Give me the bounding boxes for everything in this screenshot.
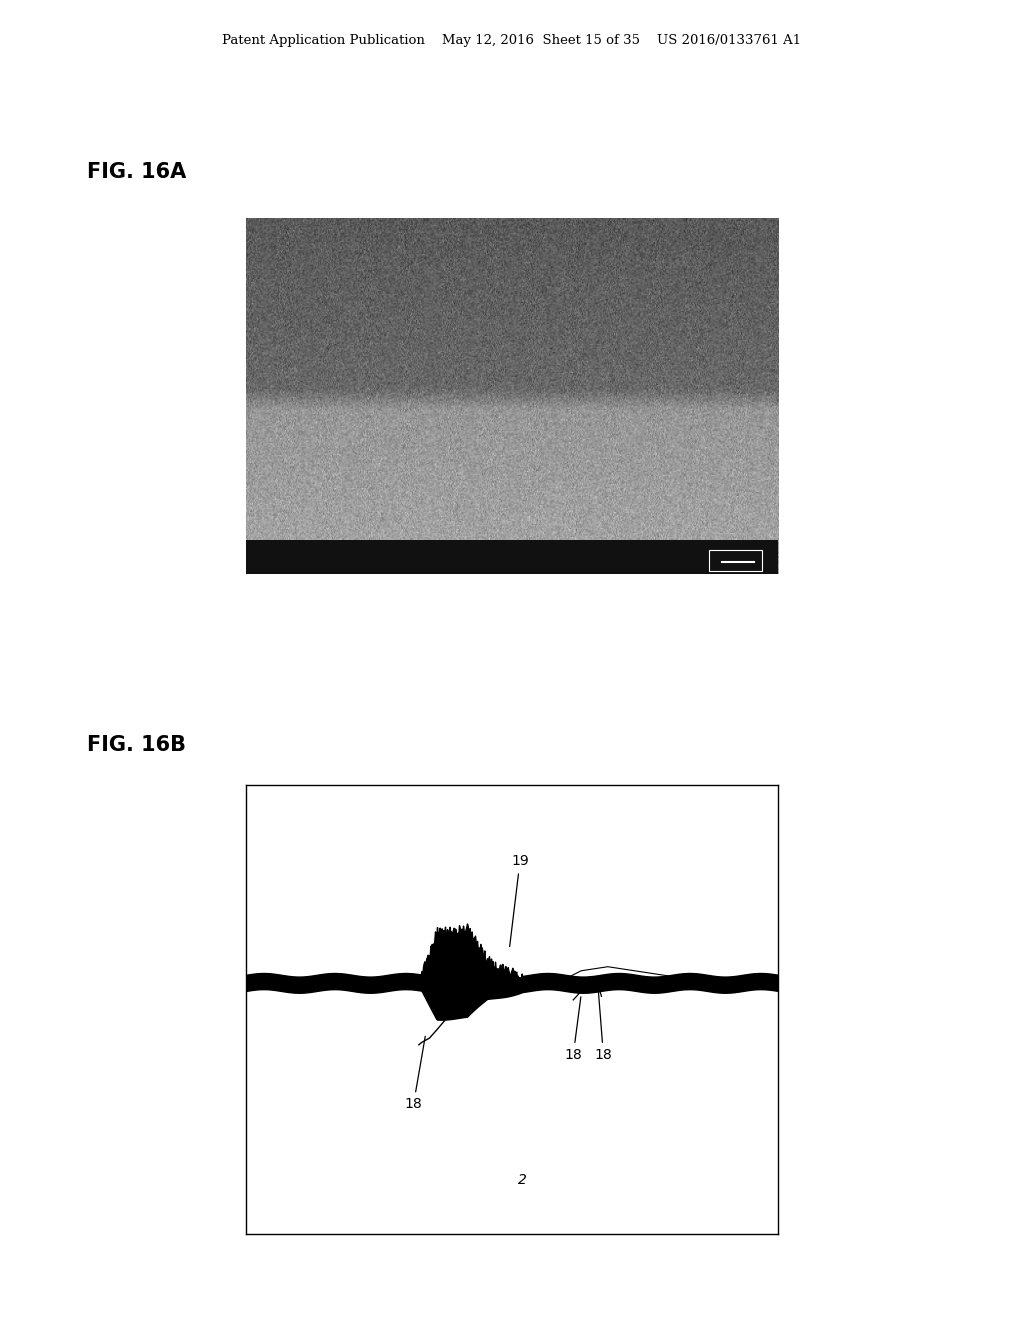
Text: 1 µm: 1 µm [715, 545, 730, 550]
Text: FIG. 16A: FIG. 16A [87, 162, 186, 182]
Bar [246, 540, 778, 574]
Text: 18: 18 [595, 993, 612, 1063]
Text: 18: 18 [404, 1036, 425, 1111]
Text: EHT = 3.00 kV    Mag = 5.00 K X    WD = 2.8 mm    Signal A = SE2    ESB Grid = 5: EHT = 3.00 kV Mag = 5.00 K X WD = 2.8 mm… [251, 554, 524, 560]
Text: Patent Application Publication    May 12, 2016  Sheet 15 of 35    US 2016/013376: Patent Application Publication May 12, 2… [222, 34, 802, 48]
Text: 18: 18 [564, 997, 582, 1063]
Bar [709, 550, 762, 572]
Text: FIG. 16B: FIG. 16B [87, 735, 186, 755]
Text: 2: 2 [518, 1173, 527, 1188]
Text: 19: 19 [510, 854, 528, 946]
